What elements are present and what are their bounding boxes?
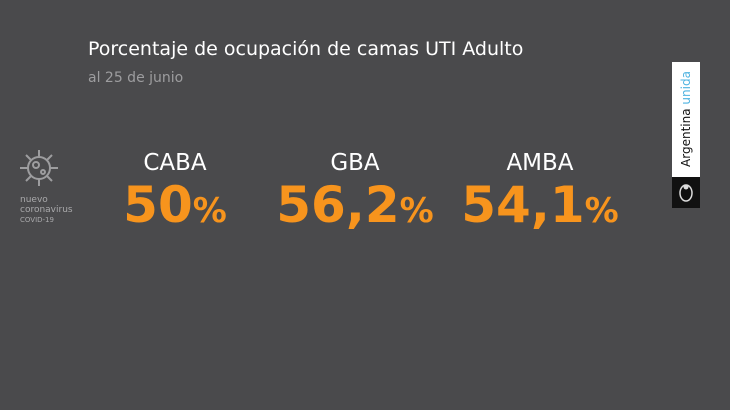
stat-value: 56,2	[276, 176, 400, 234]
brand-word: Argentina	[679, 108, 693, 167]
title: Porcentaje de ocupación de camas UTI Adu…	[88, 38, 524, 60]
stat-unit: %	[584, 191, 619, 231]
stat-label: CABA	[143, 150, 207, 176]
badge-text: coronavirus	[20, 205, 73, 215]
brand-text: Argentina unida	[679, 71, 693, 167]
emblem	[679, 184, 693, 202]
stat-unit: %	[192, 191, 227, 231]
stat-unit: %	[399, 191, 434, 231]
subtitle: al 25 de junio	[88, 70, 184, 86]
stat-label: GBA	[330, 150, 380, 176]
brand-word: unida	[679, 71, 693, 105]
stat: CABA 50%	[75, 150, 275, 234]
stat-value: 50	[123, 176, 193, 234]
badge-text: nuevo	[20, 195, 48, 205]
badge: nuevo coronavirus COVID-19	[20, 195, 73, 225]
stat-label: AMBA	[506, 150, 574, 176]
stat-value: 54,1	[461, 176, 585, 234]
stat: AMBA 54,1%	[440, 150, 640, 234]
virus-icon	[20, 150, 58, 186]
badge-text: COVID-19	[20, 216, 54, 224]
brand: Argentina unida	[672, 62, 700, 177]
stat: GBA 56,2%	[255, 150, 455, 234]
